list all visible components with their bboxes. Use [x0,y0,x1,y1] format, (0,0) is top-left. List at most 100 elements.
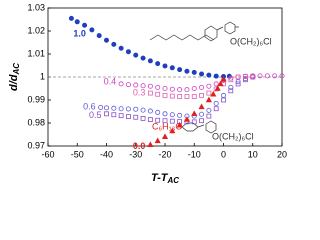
point [169,86,175,92]
point [199,71,205,77]
point [162,118,168,124]
point [118,106,124,112]
molecule-top: O(CH₂)₆Cl [149,21,272,46]
series-label: 1.0 [73,29,86,39]
point [140,116,146,121]
chart: d/dAC T-TAC O(CH₂)₆Cl C₆H₁₃O O(CH₂)₆Cl 0… [8,2,287,185]
point [140,107,146,113]
molecule-label: O(CH₂)₆Cl [230,36,272,46]
point [161,133,169,139]
point [184,87,190,93]
point [177,112,183,118]
point [98,104,104,110]
point [111,105,117,111]
point [272,73,278,79]
point [133,106,139,112]
point [169,112,175,118]
point [74,19,80,25]
point [221,97,226,103]
point [111,112,117,118]
point [104,105,110,111]
point [184,68,190,74]
x-label-main: T-T [151,172,169,184]
point [68,15,74,21]
point [235,74,241,80]
point [213,73,219,79]
point [118,113,124,119]
point [191,94,197,99]
point [89,27,95,33]
point [213,106,219,112]
point [191,69,197,75]
point [228,88,234,94]
point [125,106,131,112]
x-tick-label: -60 [41,149,54,159]
point [140,83,146,89]
molecule-label: C₆H₁₃O [152,121,182,131]
y-tick-label: 1.03 [27,2,45,12]
point [228,84,234,90]
page: d/dAC T-TAC O(CH₂)₆Cl C₆H₁₃O O(CH₂)₆Cl 0… [7,2,287,186]
point [264,73,270,79]
point [147,117,153,122]
point [162,86,168,92]
point [199,118,204,124]
y-tick-label: 0.98 [27,117,45,127]
series-label: 0.4 [104,76,117,86]
x-tick-label: -50 [71,149,84,159]
point [205,96,212,103]
point [213,100,219,106]
x-axis-label: T-TAC [151,172,179,185]
series-label: 0.5 [89,110,102,120]
point [210,90,217,97]
point [155,91,161,97]
point [104,37,110,43]
point [191,110,198,116]
point [155,61,161,67]
point [147,108,153,114]
point [82,22,88,28]
x-tick-label: -30 [129,149,142,159]
x-tick-label: -40 [100,149,113,159]
y-label-sub: AC [12,63,21,76]
y-axis-label: d/dAC [8,63,21,91]
point [169,127,176,134]
point [228,77,234,83]
point [250,73,256,79]
point [235,81,241,87]
y-tick-label: 0.97 [27,140,45,150]
point [118,81,124,87]
point [169,118,175,124]
point [243,74,248,79]
point [257,73,263,79]
point [125,49,131,55]
series [104,74,256,125]
point [206,107,212,113]
point [155,117,161,123]
point [206,90,212,96]
series [147,73,256,99]
point [133,52,139,58]
series [147,75,227,148]
x-tick-label: -10 [188,149,201,159]
y-tick-label: 1 [40,71,45,81]
point [184,94,190,99]
point [243,77,248,83]
point [140,55,146,61]
point [118,45,124,51]
point [217,80,224,87]
point [183,116,191,122]
x-tick-label: 0 [221,149,226,159]
y-tick-label: 1.01 [27,48,45,58]
point [213,81,219,87]
y-tick-label: 0.99 [27,94,45,104]
point [104,111,109,117]
point [177,94,183,99]
point [199,84,205,90]
point [220,75,227,82]
series [68,15,232,80]
point [155,109,161,115]
point [198,103,205,110]
point [147,90,153,96]
point [206,113,212,119]
